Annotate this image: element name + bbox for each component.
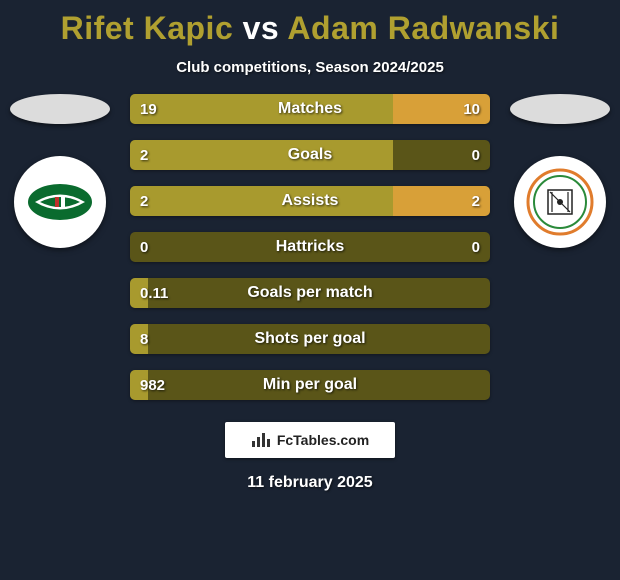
brand-text: FcTables.com [277, 432, 369, 448]
date-text: 11 february 2025 [0, 474, 620, 492]
brand-badge: FcTables.com [225, 422, 395, 458]
stat-bars: 19Matches102Goals02Assists20Hattricks00.… [130, 94, 490, 400]
stat-label: Assists [130, 192, 490, 210]
stat-row: 982Min per goal [130, 370, 490, 400]
club-badge-right [514, 156, 606, 248]
player2-name: Adam Radwanski [287, 10, 559, 46]
stat-row: 2Assists2 [130, 186, 490, 216]
lechia-gdansk-badge-icon [25, 167, 95, 237]
stat-label: Shots per goal [130, 330, 490, 348]
stat-label: Matches [130, 100, 490, 118]
player-right-placeholder-oval [510, 94, 610, 124]
stat-row: 0Hattricks0 [130, 232, 490, 262]
stat-label: Goals [130, 146, 490, 164]
stat-label: Hattricks [130, 238, 490, 256]
stat-row: 0.11Goals per match [130, 278, 490, 308]
stat-value-right: 0 [472, 239, 480, 256]
player1-name: Rifet Kapic [61, 10, 234, 46]
bar-chart-icon [251, 432, 271, 448]
stat-label: Goals per match [130, 284, 490, 302]
stat-row: 2Goals0 [130, 140, 490, 170]
comparison-title: Rifet Kapic vs Adam Radwanski [0, 0, 620, 47]
comparison-arena: 19Matches102Goals02Assists20Hattricks00.… [0, 94, 620, 400]
zaglebie-lubin-badge-icon [525, 167, 595, 237]
player-left-column [5, 94, 115, 248]
stat-value-right: 10 [463, 101, 480, 118]
player-left-placeholder-oval [10, 94, 110, 124]
club-badge-left [14, 156, 106, 248]
stat-label: Min per goal [130, 376, 490, 394]
vs-separator: vs [243, 10, 280, 46]
player-right-column [505, 94, 615, 248]
stat-value-right: 0 [472, 147, 480, 164]
subtitle: Club competitions, Season 2024/2025 [0, 59, 620, 76]
stat-value-right: 2 [472, 193, 480, 210]
stat-row: 19Matches10 [130, 94, 490, 124]
stat-row: 8Shots per goal [130, 324, 490, 354]
